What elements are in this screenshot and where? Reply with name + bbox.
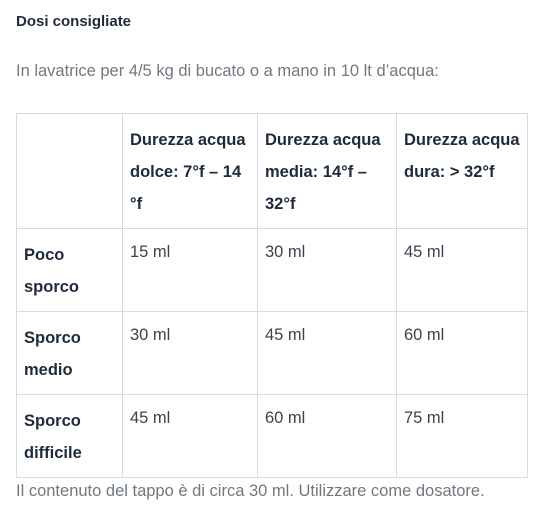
row-label: Sporco medio [16,311,123,395]
table-cell: 15 ml [122,228,258,312]
table-cell: 45 ml [257,311,397,395]
header-medium-water: Durezza acqua media: 14°f – 32°f [257,113,397,229]
table-row: Sporco medio 30 ml 45 ml 60 ml [16,311,528,395]
table-cell: 60 ml [257,394,397,478]
table-cell: 60 ml [396,311,528,395]
row-label: Sporco difficile [16,394,123,478]
dosage-table: Durezza acqua dolce: 7°f – 14 °f Durezza… [16,113,528,478]
table-row: Sporco difficile 45 ml 60 ml 75 ml [16,394,528,478]
table-row: Poco sporco 15 ml 30 ml 45 ml [16,228,528,312]
table-cell: 45 ml [122,394,258,478]
section-title: Dosi consigliate [16,13,132,30]
row-label: Poco sporco [16,228,123,312]
table-cell: 30 ml [122,311,258,395]
cap-note: Il contenuto del tappo è di circa 30 ml.… [16,482,485,500]
table-cell: 45 ml [396,228,528,312]
table-corner-cell [16,113,123,229]
header-soft-water: Durezza acqua dolce: 7°f – 14 °f [122,113,258,229]
table-header-row: Durezza acqua dolce: 7°f – 14 °f Durezza… [16,113,528,229]
table-cell: 30 ml [257,228,397,312]
header-hard-water: Durezza acqua dura: > 32°f [396,113,528,229]
intro-text: In lavatrice per 4/5 kg di bucato o a ma… [16,62,439,80]
table-cell: 75 ml [396,394,528,478]
